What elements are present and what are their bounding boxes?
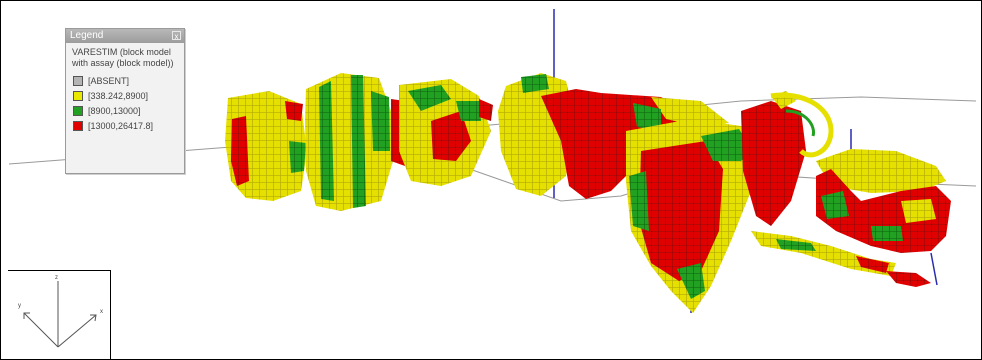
legend-entry-label: [8900,13000] xyxy=(88,105,141,116)
legend-swatch xyxy=(73,90,83,101)
legend-entry: [ABSENT] xyxy=(66,73,184,88)
legend-title: Legend xyxy=(70,30,104,41)
axis-label-x: x xyxy=(100,309,103,315)
legend-entry: [338.242,8900] xyxy=(66,88,184,103)
legend-swatch xyxy=(73,75,83,86)
axis-label-y: y xyxy=(18,303,21,309)
legend-swatch xyxy=(73,105,83,116)
ore-body-7 xyxy=(816,149,951,287)
ore-loop xyxy=(770,92,834,158)
ore-body-6 xyxy=(741,91,896,276)
legend-swatch xyxy=(73,120,83,131)
ore-body-2 xyxy=(305,73,405,211)
close-icon[interactable]: x xyxy=(172,31,181,41)
orientation-axes-inset: z y x xyxy=(8,270,111,359)
ore-body-4 xyxy=(498,73,729,199)
axes-triad-icon: z y x xyxy=(18,275,103,348)
ore-body-3 xyxy=(399,79,493,186)
legend-entry-label: [338.242,8900] xyxy=(88,90,149,101)
legend-panel[interactable]: Legend x VARESTIM (block model with assa… xyxy=(65,28,185,174)
legend-model-label: VARESTIM (block model with assay (block … xyxy=(72,47,174,68)
ore-body-1 xyxy=(225,91,307,201)
legend-entry: [8900,13000] xyxy=(66,103,184,118)
legend-titlebar[interactable]: Legend x xyxy=(66,29,184,43)
axis-label-z: z xyxy=(55,275,58,281)
ore-body-5 xyxy=(626,119,761,313)
legend-entry: [13000,26417.8] xyxy=(66,118,184,133)
legend-entry-label: [13000,26417.8] xyxy=(88,120,154,131)
legend-entry-label: [ABSENT] xyxy=(88,75,130,86)
